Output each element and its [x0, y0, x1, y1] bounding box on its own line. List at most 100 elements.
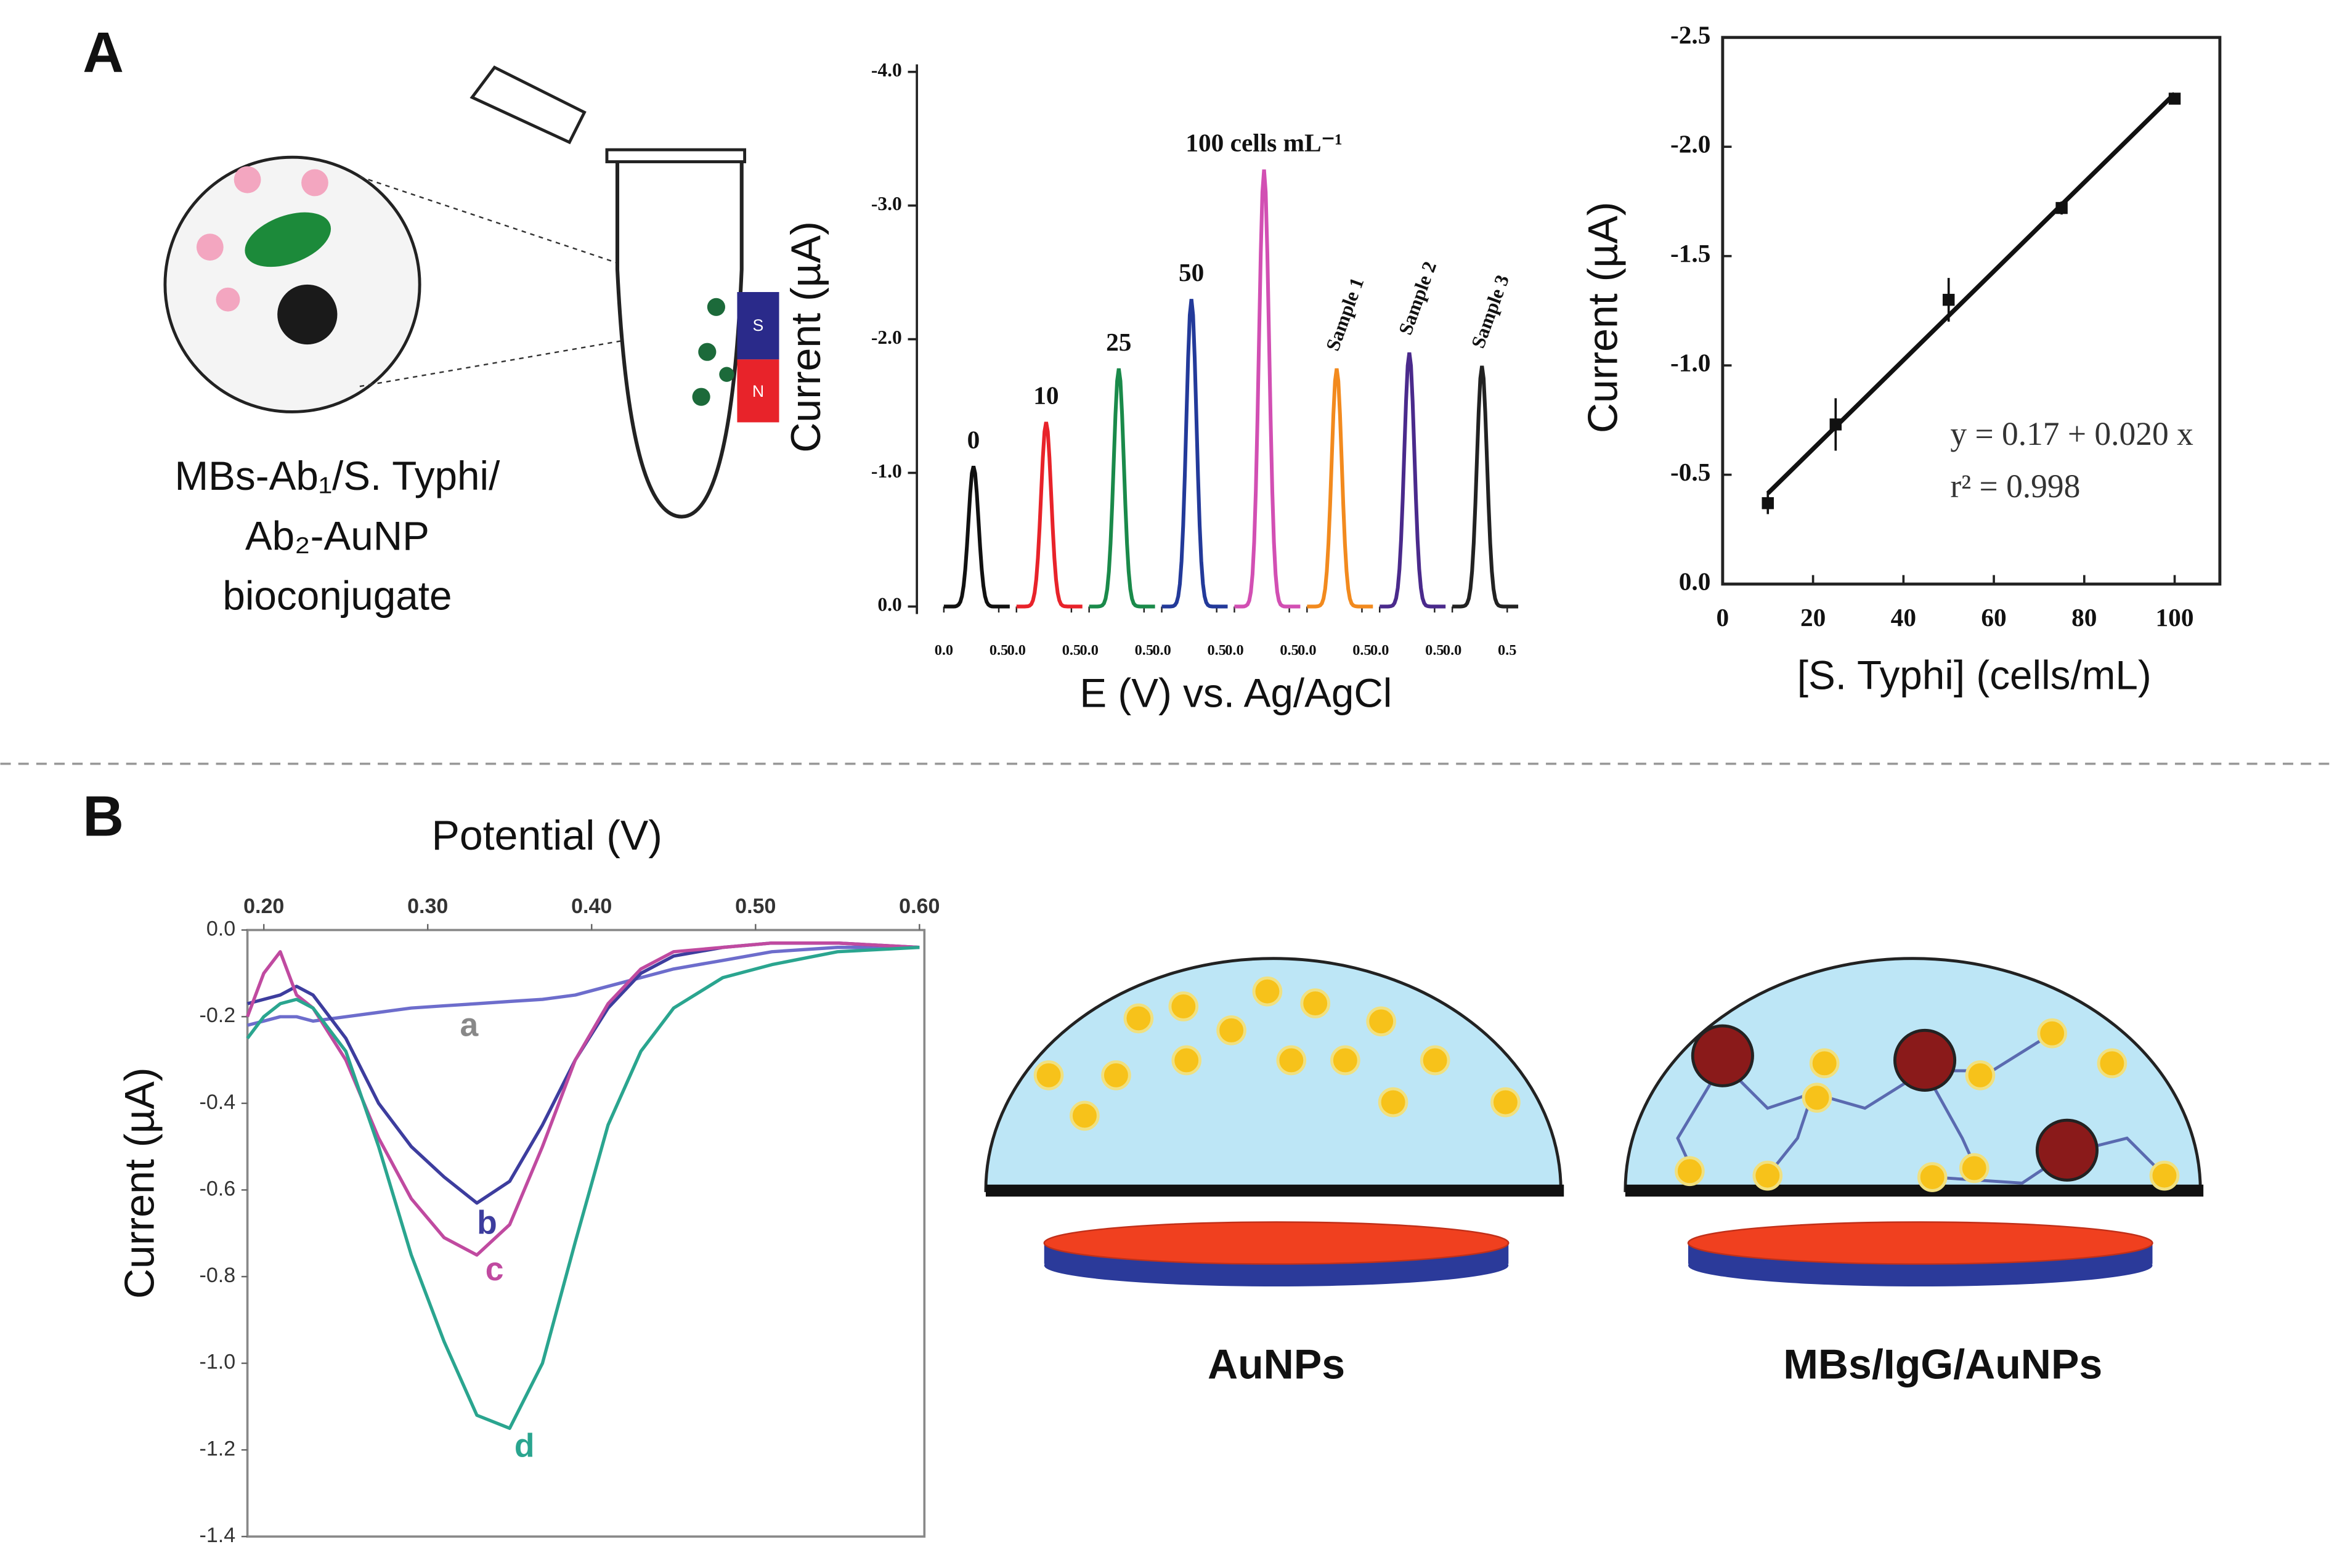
diagram-a: S N MBs-Ab₁/S. Typhi/ Ab₂-AuNP bioconjug…: [163, 65, 779, 619]
x-tick-label: 0.5: [1135, 642, 1153, 659]
caption-line: MBs-Ab₁/S. Typhi/: [174, 453, 500, 498]
y-tick-label: -2.0: [1670, 130, 1710, 158]
x-tick-label: 0.60: [899, 895, 940, 918]
peak-label: 10: [1033, 381, 1059, 410]
peak-curve: [1452, 365, 1519, 609]
magnetic-bead: [277, 284, 338, 345]
series-line: [246, 941, 920, 1257]
series-label: a: [460, 1007, 479, 1044]
y-tick-label: -1.0: [1670, 349, 1710, 377]
magnet-disk: [1687, 1221, 2153, 1265]
plot-frame: [246, 928, 926, 1538]
y-tick-label: -1.4: [200, 1524, 236, 1547]
peak-label: 25: [1106, 328, 1131, 356]
diagram-b: AuNPs MBs/IgG/AuNPs: [984, 957, 2204, 1387]
x-tick-label: 0.5: [1280, 642, 1298, 659]
y-tick-label: 0.0: [206, 917, 235, 940]
magnet-label: S: [753, 316, 764, 335]
series-line: [246, 946, 920, 1430]
annotation: r² = 0.998: [1950, 468, 2080, 505]
x-tick-label: 80: [2071, 603, 2097, 632]
tube-lid: [469, 65, 587, 145]
peak-label: 50: [1179, 258, 1204, 286]
x-tick-label: 0.0: [935, 642, 953, 659]
x-axis-label: Potential (V): [432, 812, 662, 859]
peak-label: Sample 2: [1394, 259, 1441, 338]
peak-curve: [1089, 368, 1155, 609]
x-tick-label: 0.5: [1498, 642, 1516, 659]
x-tick-label: 0.5: [1208, 642, 1226, 659]
x-tick-label: 0.40: [571, 895, 612, 918]
magnet-s: [737, 291, 779, 360]
x-tick-label: 40: [1891, 603, 1916, 632]
x-axis-label: [S. Typhi] (cells/mL): [1797, 652, 2152, 697]
data-point: [1829, 418, 1842, 431]
gold-nanoparticles: [1675, 1018, 2180, 1192]
zoom-line: [359, 176, 705, 293]
electrode: [985, 1184, 1564, 1197]
y-tick-label: -2.0: [871, 327, 902, 348]
tube-rim: [605, 148, 747, 163]
data-point: [1762, 497, 1774, 510]
x-tick-label: 20: [1800, 603, 1826, 632]
diagram-label: AuNPs: [1208, 1341, 1345, 1387]
y-tick-label: -3.0: [871, 193, 902, 214]
peak-curve: [1234, 169, 1301, 609]
series-label: c: [486, 1251, 504, 1288]
magnetic-beads: [1691, 1024, 2099, 1182]
x-tick-label: 0.50: [735, 895, 776, 918]
data-point: [2168, 92, 2181, 105]
x-tick-label: 0.5: [1425, 642, 1444, 659]
diagram-label: MBs/IgG/AuNPs: [1783, 1341, 2102, 1387]
peak-label: Sample 3: [1467, 272, 1513, 351]
y-tick-label: 0.0: [1679, 567, 1711, 595]
x-tick-label: 0.20: [243, 895, 284, 918]
peak-label: Sample 1: [1322, 275, 1368, 354]
y-axis-label: Current (µA): [782, 221, 829, 453]
y-tick-label: 0.0: [877, 594, 901, 615]
y-tick-label: -0.6: [200, 1177, 236, 1200]
y-tick-label: -1.2: [200, 1437, 236, 1460]
x-tick-label: 100: [2156, 603, 2194, 632]
panel-label: A: [83, 20, 124, 84]
data-point: [2055, 201, 2068, 214]
series-line: [246, 941, 920, 1205]
y-tick-label: -4.0: [871, 59, 902, 81]
magnet-disk: [1043, 1221, 1510, 1265]
magnet-label: N: [752, 382, 764, 400]
x-tick-label: 0.0: [1152, 642, 1171, 659]
series-line: [246, 946, 920, 1027]
peak-curve: [1307, 368, 1373, 609]
x-tick-label: 0.5: [1062, 642, 1081, 659]
plot-frame: [1721, 36, 2222, 586]
y-tick-label: -0.4: [200, 1091, 236, 1114]
x-tick-label: 0.5: [990, 642, 1008, 659]
tube: [615, 155, 744, 519]
y-axis-label: Current (µA): [116, 1067, 163, 1299]
y-tick-label: -0.8: [200, 1264, 236, 1287]
electrode: [1625, 1184, 2204, 1197]
zoom-circle: [163, 155, 421, 413]
series-label: d: [514, 1428, 535, 1464]
y-tick-label: -1.0: [200, 1351, 236, 1374]
x-tick-label: 0.0: [1443, 642, 1461, 659]
x-tick-label: 0.0: [1225, 642, 1243, 659]
caption-line: Ab₂-AuNP: [245, 513, 429, 558]
peak-curve: [1380, 352, 1446, 609]
captured-complexes: [692, 298, 734, 406]
y-tick-label: -1.0: [871, 460, 902, 482]
peak-curve: [943, 466, 1010, 609]
y-tick-label: -0.2: [200, 1004, 236, 1027]
caption-line: bioconjugate: [222, 574, 452, 619]
x-tick-label: 0.0: [1370, 642, 1389, 659]
x-tick-label: 0.30: [407, 895, 448, 918]
x-tick-label: 0.0: [1079, 642, 1098, 659]
x-tick-label: 0.0: [1298, 642, 1316, 659]
y-axis-label: Current (µA): [1579, 201, 1626, 433]
data-point: [1942, 293, 1955, 306]
x-tick-label: 60: [1981, 603, 2006, 632]
series-label: b: [477, 1204, 497, 1241]
nanoparticles: [196, 166, 328, 312]
peak-curve: [1016, 421, 1083, 609]
